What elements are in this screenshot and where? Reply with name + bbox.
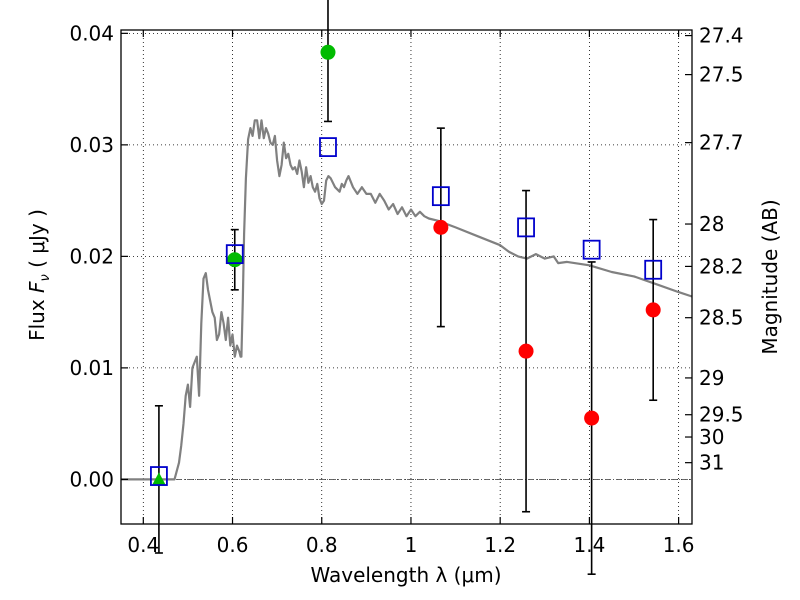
observed-point xyxy=(320,44,336,60)
y-tick-label: 0.00 xyxy=(69,467,114,491)
observed-point xyxy=(518,343,534,359)
observed-point xyxy=(584,410,600,426)
y-axis-ticks: 0.00 0.01 0.02 0.03 0.04 xyxy=(69,21,128,491)
magnitude-tick-label: 27.7 xyxy=(699,131,744,155)
magnitude-tick-label: 27.5 xyxy=(699,63,744,87)
magnitude-tick-label: 31 xyxy=(699,451,724,475)
x-axis-title: Wavelength λ (μm) xyxy=(310,563,501,587)
y-tick-label: 0.01 xyxy=(69,356,114,380)
magnitude-axis-title: Magnitude (AB) xyxy=(758,199,782,354)
model-photometry-points xyxy=(150,137,663,486)
magnitude-tick-label: 28.2 xyxy=(699,254,744,278)
x-tick-label: 0.6 xyxy=(217,533,249,557)
y-tick-label: 0.04 xyxy=(69,21,114,45)
x-tick-label: 1.2 xyxy=(484,533,516,557)
y-tick-label: 0.02 xyxy=(69,244,114,268)
model-photometry-point xyxy=(582,239,601,260)
x-tick-label: 0.4 xyxy=(127,533,159,557)
observed-point xyxy=(645,302,661,318)
x-tick-label: 0.8 xyxy=(306,533,338,557)
x-axis-ticks: 0.4 0.6 0.8 1 1.2 1.4 1.6 xyxy=(127,30,695,557)
plot-frame xyxy=(120,29,693,525)
x-tick-label: 1 xyxy=(405,533,418,557)
y-axis-title: Flux Fν ( μJy ) xyxy=(25,209,53,341)
model-photometry-point xyxy=(517,217,535,238)
observed-point xyxy=(151,472,166,486)
magnitude-tick-label: 29.5 xyxy=(699,403,744,427)
magnitude-tick-label: 30 xyxy=(699,425,724,449)
model-photometry-point xyxy=(644,259,663,280)
magnitude-tick-label: 28 xyxy=(699,212,724,236)
model-spectrum-line xyxy=(121,119,693,481)
magnitude-tick-label: 28.5 xyxy=(699,306,744,330)
error-bars xyxy=(154,0,658,575)
x-tick-label: 1.4 xyxy=(573,533,605,557)
y-tick-label: 0.03 xyxy=(69,133,114,157)
magnitude-tick-label: 27.4 xyxy=(699,24,744,48)
model-photometry-point xyxy=(319,137,337,157)
x-tick-label: 1.6 xyxy=(663,533,695,557)
model-photometry-point xyxy=(431,186,450,207)
model-photometry-point xyxy=(150,466,168,486)
observed-point xyxy=(433,219,449,235)
observed-point xyxy=(227,252,243,268)
magnitude-tick-label: 29 xyxy=(699,366,724,390)
model-photometry-point xyxy=(225,244,244,265)
